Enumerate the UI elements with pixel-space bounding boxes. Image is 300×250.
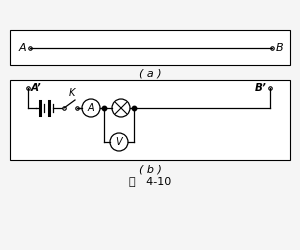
Circle shape bbox=[110, 133, 128, 151]
Text: B: B bbox=[276, 43, 284, 53]
Circle shape bbox=[112, 99, 130, 117]
Text: 图   4-10: 图 4-10 bbox=[129, 176, 171, 186]
Text: K: K bbox=[69, 88, 75, 98]
Text: A: A bbox=[18, 43, 26, 53]
Text: ( b ): ( b ) bbox=[139, 164, 161, 174]
Text: V: V bbox=[116, 137, 122, 147]
Text: A: A bbox=[88, 103, 94, 113]
Circle shape bbox=[82, 99, 100, 117]
Text: ( a ): ( a ) bbox=[139, 69, 161, 79]
Bar bbox=[10, 80, 290, 160]
Text: A’: A’ bbox=[31, 83, 42, 93]
Bar bbox=[10, 30, 290, 65]
Text: B’: B’ bbox=[255, 83, 267, 93]
